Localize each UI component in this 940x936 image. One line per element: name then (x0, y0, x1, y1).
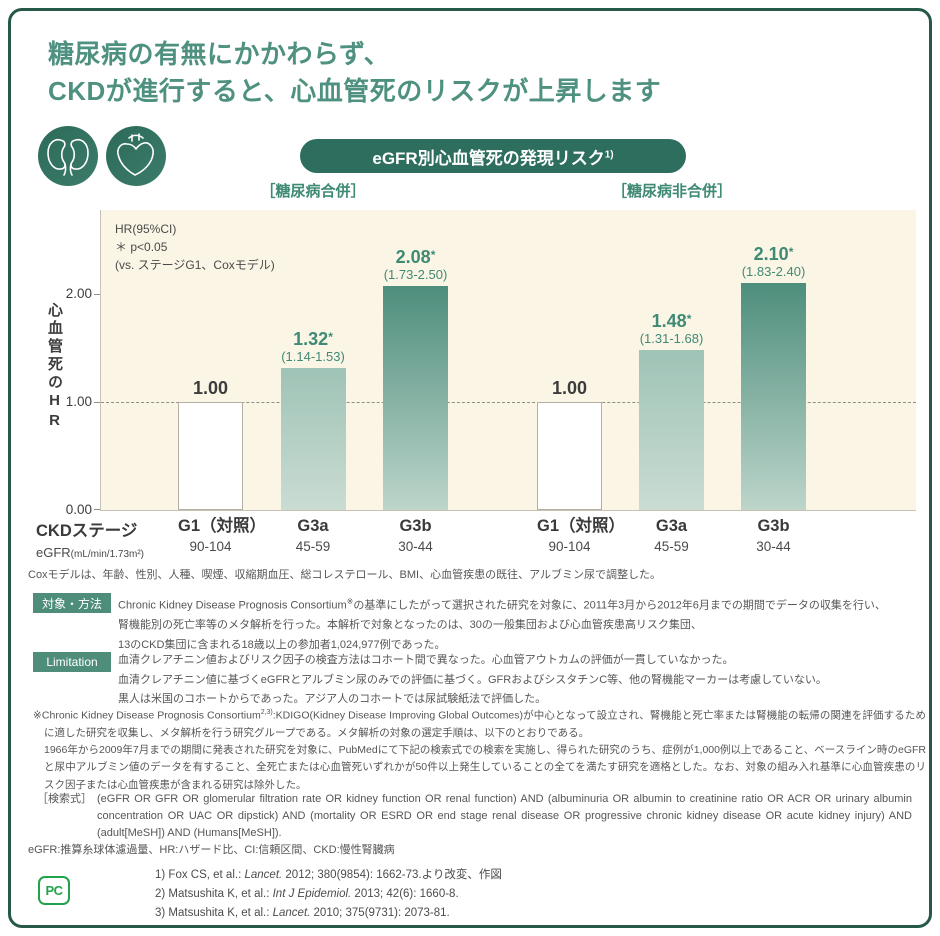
y-tick-0.00: 0.00 (65, 502, 92, 517)
abbreviations-note: eGFR:推算糸球体濾過量、HR:ハザード比、CI:信頼区間、CKD:慢性腎臓病 (28, 844, 395, 856)
significance-asterisk: * (686, 312, 692, 326)
bar-G3a: 1.32* (1.14-1.53) (280, 210, 346, 510)
bar-ci-label: (1.14-1.53) (281, 349, 345, 364)
x-stage-label: G1（対照） (537, 517, 626, 535)
chart-note-pvalue: ＊ p<0.05 (115, 240, 168, 254)
reference-3: 3) Matsushita K, et al.: Lancet. 2010; 3… (155, 907, 450, 919)
x-labels-diabetes: G1（対照） 90-104 G3a 45-59 G3b 30-44 (178, 516, 448, 554)
bar-value-label: 2.10* (1.83-2.40) (741, 244, 806, 279)
bar-rect-G3a (639, 350, 704, 510)
y-tick-2.00: 2.00 (65, 286, 92, 302)
bar-rect-G1（対照） (537, 402, 602, 510)
bar-G1（対照）: 1.00 (178, 210, 243, 510)
bar-ci-label: (1.31-1.68) (639, 331, 704, 346)
methods-badge: 対象・方法 (33, 593, 111, 613)
page-title: 糖尿病の有無にかかわらず、 CKDが進行すると、心血管死のリスクが上昇します (48, 36, 661, 110)
x-axis-legend-stage: CKDステージ (36, 522, 138, 540)
bar-ci-label: (1.83-2.40) (741, 264, 806, 279)
bar-group-no-diabetes: 1.00 1.48* (1.31-1.68) 2.10* (1.83-2.40) (537, 210, 806, 510)
y-tick-mark-0.00 (94, 509, 100, 510)
reference-line-hr1 (101, 402, 916, 404)
x-egfr-range: 90-104 (189, 539, 232, 554)
kidneys-icon (38, 126, 98, 186)
x-label-G1（対照）: G1（対照） 90-104 (178, 516, 267, 554)
bar-G3b: 2.10* (1.83-2.40) (741, 210, 806, 510)
methods-line3: 13のCKD集団に含まれる18歳以上の参加者1,024,977例であった。 (118, 638, 446, 651)
x-label-G3a: G3a 45-59 (281, 516, 346, 554)
x-label-G1（対照）: G1（対照） 90-104 (537, 516, 626, 554)
bar-rect-G3a (280, 368, 346, 510)
chart-note-vs: (vs. ステージG1、Coxモデル) (115, 258, 275, 272)
reference-1: 1) Fox CS, et al.: Lancet. 2012; 380(985… (155, 869, 502, 881)
x-axis-legend-egfr-unit: (mL/min/1.73m²) (70, 549, 145, 560)
methods-line1: Chronic Kidney Disease Prognosis Consort… (118, 597, 886, 612)
bar-value-label: 1.48* (1.31-1.68) (639, 311, 704, 346)
chart-note-hr: HR(95%CI) (115, 222, 177, 236)
x-egfr-range: 45-59 (654, 539, 689, 554)
x-egfr-range: 30-44 (756, 539, 791, 554)
y-axis: 2.00 1.00 0.00 (0, 210, 100, 517)
search-formula-label: ［検索式］ (37, 793, 92, 805)
references-list: 1) Fox CS, et al.: Lancet. 2012; 380(985… (155, 866, 502, 923)
limitation-line3: 黒人は米国のコホートからであった。アジア人のコホートでは尿試験紙法で評価した。 (118, 693, 547, 705)
heart-icon (106, 126, 166, 186)
limitation-line2: 血清クレアチニン値に基づくeGFRとアルブミン尿のみでの評価に基づく。GFRおよ… (118, 673, 827, 686)
x-stage-label: G3b (399, 517, 432, 535)
x-stage-label: G3a (297, 517, 329, 535)
significance-asterisk: * (788, 245, 794, 259)
chart-notes: HR(95%CI) ＊ p<0.05 (vs. ステージG1、Coxモデル) (115, 220, 275, 274)
bar-G3b: 2.08* (1.73-2.50) (383, 210, 448, 510)
x-axis-legend-egfr-main: eGFR (36, 545, 71, 560)
search-formula-block: ［検索式］ (eGFR OR GFR OR glomerular filtrat… (37, 791, 912, 842)
group-label-no-diabetes: ［糖尿病非合併］ (611, 183, 732, 200)
x-stage-label: G1（対照） (178, 517, 267, 535)
methods-text: Chronic Kidney Disease Prognosis Consort… (118, 592, 886, 655)
significance-asterisk: * (430, 248, 436, 262)
x-egfr-range: 30-44 (398, 539, 433, 554)
y-tick-mark-2.00 (94, 294, 100, 296)
bar-value-label: 1.00 (551, 378, 588, 398)
bar-rect-G1（対照） (178, 402, 243, 510)
pc-logo: PC (38, 876, 70, 905)
limitation-line1: 血清クレアチニン値およびリスク因子の検査方法はコホート間で異なった。心血管アウト… (118, 654, 734, 666)
bar-value-label: 1.32* (1.14-1.53) (281, 329, 345, 364)
page-title-line1: 糖尿病の有無にかかわらず、 (48, 39, 391, 69)
methods-line2: 腎機能別の死亡率等のメタ解析を行った。本解析で対象となったのは、30の一般集団お… (118, 619, 702, 632)
bar-group-diabetes: 1.00 1.32* (1.14-1.53) 2.08* (1.73-2.50) (178, 210, 448, 510)
x-axis-legend-egfr: eGFR(mL/min/1.73m²) (36, 545, 144, 560)
y-tick-mark-1.00 (94, 402, 100, 404)
x-egfr-range: 45-59 (295, 539, 331, 554)
significance-asterisk: * (328, 330, 333, 344)
bar-value-label: 2.08* (1.73-2.50) (383, 247, 448, 282)
limitation-text: 血清クレアチニン値およびリスク因子の検査方法はコホート間で異なった。心血管アウト… (118, 651, 827, 710)
y-axis-label: 心血管死のHR (46, 302, 63, 432)
page-title-line2: CKDが進行すると、心血管死のリスクが上昇します (48, 76, 662, 106)
x-stage-label: G3b (757, 517, 790, 535)
reference-2: 2) Matsushita K, et al.: Int J Epidemiol… (155, 888, 459, 900)
x-egfr-range: 90-104 (548, 539, 591, 554)
bar-rect-G3b (383, 286, 448, 510)
search-formula-text: (eGFR OR GFR OR glomerular filtration ra… (97, 793, 912, 839)
x-label-G3a: G3a 45-59 (639, 516, 704, 554)
x-stage-label: G3a (655, 517, 688, 535)
group-label-diabetes: ［糖尿病合併］ (260, 183, 366, 200)
cox-model-note: Coxモデルは、年齢、性別、人種、喫煙、収縮期血圧、総コレステロール、BMI、心… (28, 569, 662, 581)
bar-G3a: 1.48* (1.31-1.68) (639, 210, 704, 510)
chart-title-text: eGFR別心血管死の発現リスク1) (372, 148, 614, 168)
x-labels-no-diabetes: G1（対照） 90-104 G3a 45-59 G3b 30-44 (537, 516, 806, 554)
bar-value-label: 1.00 (192, 378, 229, 398)
chart-title-badge: eGFR別心血管死の発現リスク1) (300, 139, 686, 173)
consortium-footnote: ※Chronic Kidney Disease Prognosis Consor… (33, 709, 926, 791)
limitation-badge: Limitation (33, 652, 111, 672)
bar-rect-G3b (741, 283, 806, 510)
x-label-G3b: G3b 30-44 (383, 516, 448, 554)
x-label-G3b: G3b 30-44 (741, 516, 806, 554)
bar-ci-label: (1.73-2.50) (383, 267, 448, 282)
y-tick-1.00: 1.00 (65, 394, 92, 410)
bar-G1（対照）: 1.00 (537, 210, 602, 510)
